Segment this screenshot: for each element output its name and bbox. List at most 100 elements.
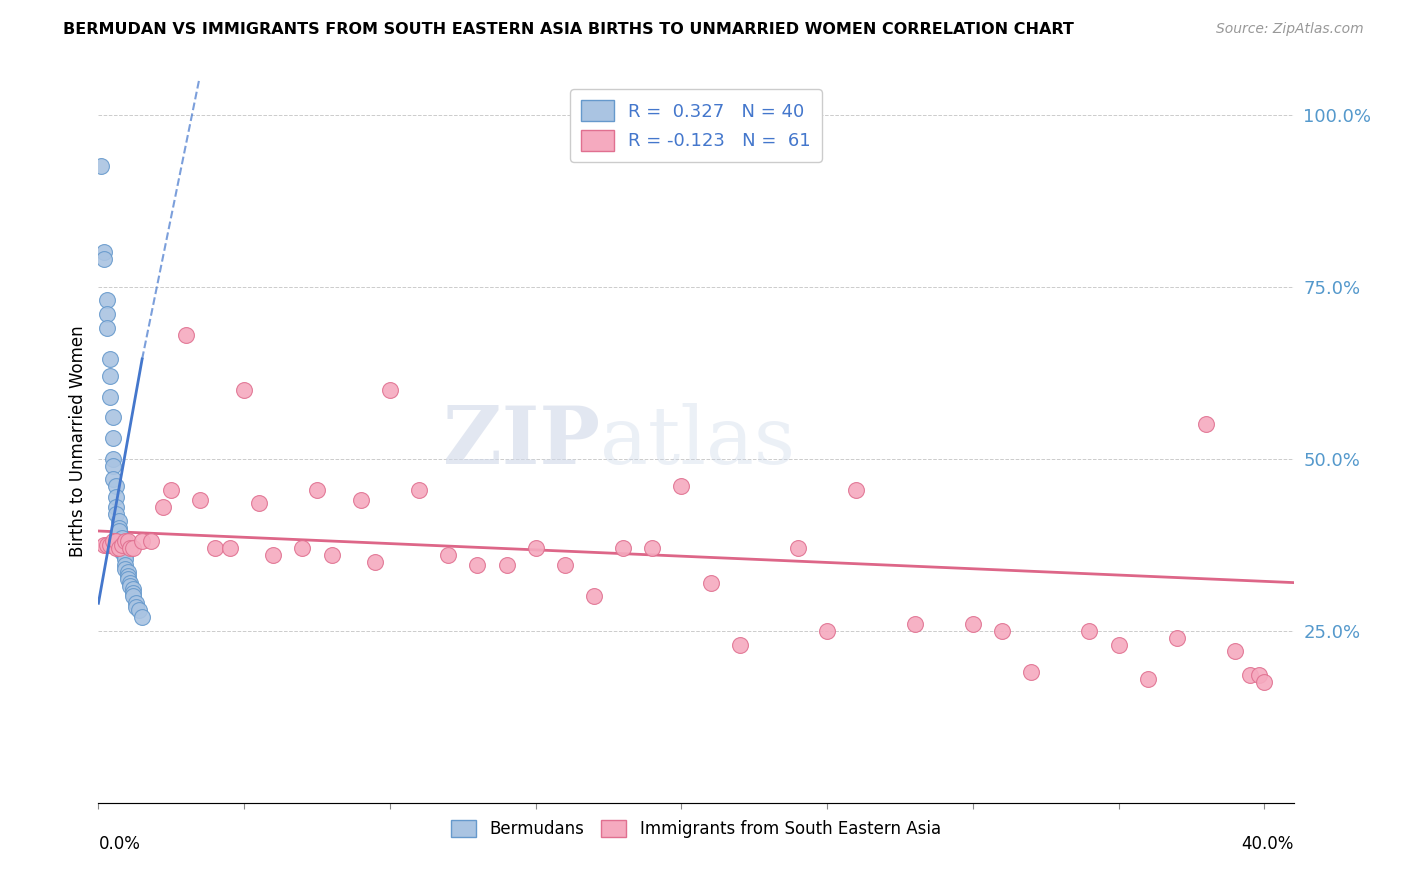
Point — [524, 541, 547, 556]
Point — [111, 544, 134, 558]
Point — [1166, 631, 1188, 645]
Point — [108, 541, 131, 556]
Point — [554, 558, 576, 573]
Point — [903, 616, 925, 631]
Point — [122, 541, 145, 556]
Point — [122, 582, 145, 597]
Point — [96, 293, 118, 308]
Point — [122, 586, 145, 600]
Point — [96, 321, 118, 335]
Point — [582, 590, 605, 604]
Point — [190, 493, 212, 508]
Text: 0.0%: 0.0% — [98, 835, 141, 854]
Point — [93, 252, 115, 267]
Point — [104, 534, 127, 549]
Point — [114, 562, 136, 576]
Point — [1019, 665, 1042, 679]
Point — [291, 541, 314, 556]
Point — [104, 479, 127, 493]
Point — [671, 479, 693, 493]
Point — [111, 531, 134, 545]
Point — [101, 458, 124, 473]
Point — [104, 507, 127, 521]
Point — [111, 538, 134, 552]
Point — [139, 534, 162, 549]
Point — [1078, 624, 1101, 638]
Point — [93, 245, 115, 260]
Point — [131, 534, 153, 549]
Point — [364, 555, 387, 569]
Point — [962, 616, 984, 631]
Point — [101, 410, 124, 425]
Point — [378, 383, 401, 397]
Legend: Bermudans, Immigrants from South Eastern Asia: Bermudans, Immigrants from South Eastern… — [444, 814, 948, 845]
Point — [408, 483, 430, 497]
Point — [117, 566, 139, 580]
Point — [233, 383, 256, 397]
Point — [101, 451, 124, 466]
Point — [101, 431, 124, 445]
Point — [90, 159, 112, 173]
Point — [815, 624, 838, 638]
Point — [218, 541, 240, 556]
Point — [641, 541, 664, 556]
Point — [117, 534, 139, 549]
Point — [128, 603, 150, 617]
Point — [1239, 668, 1261, 682]
Point — [131, 610, 153, 624]
Point — [350, 493, 373, 508]
Point — [111, 538, 134, 552]
Point — [114, 534, 136, 549]
Point — [108, 514, 131, 528]
Point — [120, 579, 142, 593]
Point — [174, 327, 197, 342]
Point — [108, 520, 131, 534]
Point — [98, 390, 121, 404]
Point — [117, 572, 139, 586]
Point — [114, 548, 136, 562]
Point — [125, 599, 148, 614]
Point — [98, 369, 121, 384]
Point — [114, 558, 136, 573]
Point — [117, 568, 139, 582]
Text: ZIP: ZIP — [443, 402, 600, 481]
Point — [321, 548, 343, 562]
Point — [96, 538, 118, 552]
Point — [247, 496, 270, 510]
Point — [495, 558, 517, 573]
Y-axis label: Births to Unmarried Women: Births to Unmarried Women — [69, 326, 87, 558]
Text: BERMUDAN VS IMMIGRANTS FROM SOUTH EASTERN ASIA BIRTHS TO UNMARRIED WOMEN CORRELA: BERMUDAN VS IMMIGRANTS FROM SOUTH EASTER… — [63, 22, 1074, 37]
Point — [1253, 675, 1275, 690]
Point — [108, 524, 131, 538]
Point — [122, 590, 145, 604]
Point — [991, 624, 1014, 638]
Text: atlas: atlas — [600, 402, 796, 481]
Point — [114, 551, 136, 566]
Point — [612, 541, 634, 556]
Point — [1136, 672, 1159, 686]
Point — [1247, 668, 1270, 682]
Point — [120, 541, 142, 556]
Point — [728, 638, 751, 652]
Point — [305, 483, 328, 497]
Point — [101, 534, 124, 549]
Point — [96, 307, 118, 321]
Point — [101, 472, 124, 486]
Point — [437, 548, 460, 562]
Point — [1108, 638, 1130, 652]
Point — [104, 490, 127, 504]
Point — [262, 548, 284, 562]
Point — [104, 541, 127, 556]
Point — [93, 538, 115, 552]
Point — [98, 538, 121, 552]
Point — [845, 483, 868, 497]
Point — [699, 575, 721, 590]
Point — [98, 351, 121, 366]
Point — [104, 500, 127, 514]
Text: Source: ZipAtlas.com: Source: ZipAtlas.com — [1216, 22, 1364, 37]
Text: 40.0%: 40.0% — [1241, 835, 1294, 854]
Point — [125, 596, 148, 610]
Point — [120, 575, 142, 590]
Point — [1195, 417, 1218, 432]
Point — [787, 541, 810, 556]
